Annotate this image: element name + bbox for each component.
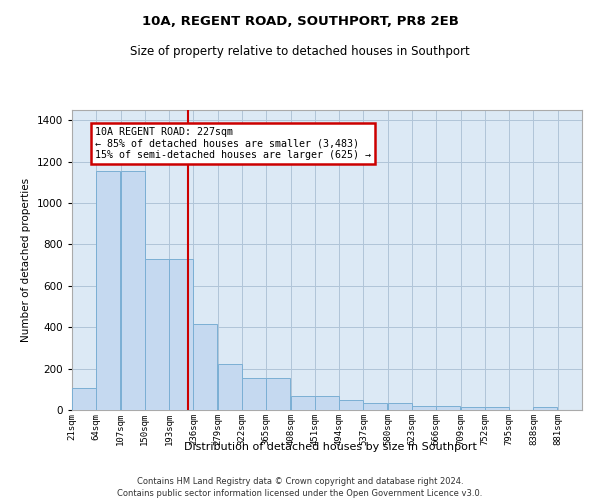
Bar: [461, 407, 485, 410]
Bar: [436, 406, 460, 410]
Bar: [121, 171, 145, 410]
Bar: [169, 259, 193, 410]
Bar: [339, 400, 363, 410]
Bar: [412, 406, 436, 410]
Bar: [96, 171, 120, 410]
Bar: [388, 403, 412, 410]
Bar: [315, 396, 339, 410]
Text: Contains HM Land Registry data © Crown copyright and database right 2024.
Contai: Contains HM Land Registry data © Crown c…: [118, 477, 482, 498]
Text: Distribution of detached houses by size in Southport: Distribution of detached houses by size …: [184, 442, 476, 452]
Y-axis label: Number of detached properties: Number of detached properties: [21, 178, 31, 342]
Bar: [290, 396, 314, 410]
Bar: [485, 407, 509, 410]
Bar: [72, 388, 96, 410]
Text: 10A, REGENT ROAD, SOUTHPORT, PR8 2EB: 10A, REGENT ROAD, SOUTHPORT, PR8 2EB: [142, 15, 458, 28]
Bar: [364, 403, 388, 410]
Bar: [145, 259, 169, 410]
Text: Size of property relative to detached houses in Southport: Size of property relative to detached ho…: [130, 45, 470, 58]
Text: 10A REGENT ROAD: 227sqm
← 85% of detached houses are smaller (3,483)
15% of semi: 10A REGENT ROAD: 227sqm ← 85% of detache…: [95, 126, 371, 160]
Bar: [533, 407, 557, 410]
Bar: [218, 364, 242, 410]
Bar: [266, 378, 290, 410]
Bar: [193, 324, 217, 410]
Bar: [242, 378, 266, 410]
